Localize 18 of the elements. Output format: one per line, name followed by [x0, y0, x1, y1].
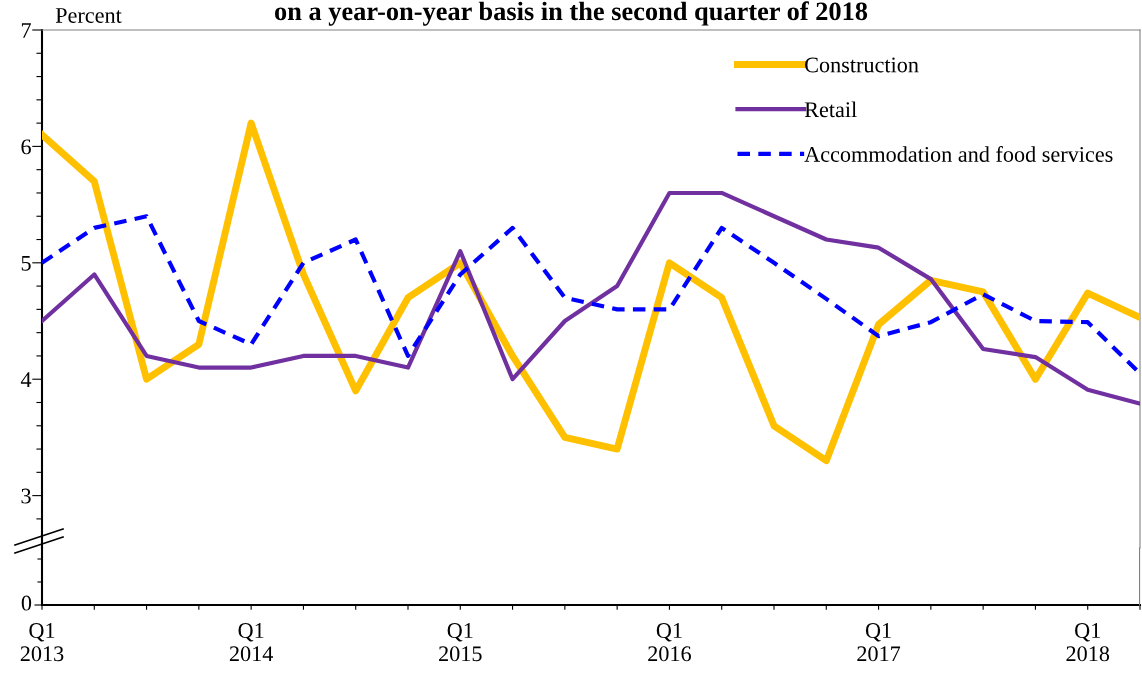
legend-label: Accommodation and food services [804, 146, 1113, 162]
y-tick-label: 6 [21, 139, 31, 155]
chart-title: on a year-on-year basis in the second quarter of 2018 [275, 1, 868, 26]
x-tick-label: Q1 2018 [1066, 623, 1110, 662]
x-tick-label: Q1 2017 [857, 623, 901, 662]
line-series [42, 190, 1140, 406]
legend-label: Construction [805, 57, 919, 73]
y-tick-label: 7 [21, 23, 31, 38]
y-tick-label: 5 [21, 255, 31, 271]
legend-label: Retail [804, 101, 857, 118]
y-tick-label: 4 [20, 372, 32, 387]
x-tick-label: Q1 2014 [229, 623, 274, 662]
y-axis-title: Percent [55, 8, 122, 23]
x-tick-label: Q1 2013 [20, 623, 64, 662]
y-tick-label: 3 [21, 488, 31, 504]
text: 0 [21, 595, 32, 611]
x-tick-label: Q1 2015 [439, 623, 482, 662]
x-tick-label: Q1 2016 [648, 623, 691, 662]
